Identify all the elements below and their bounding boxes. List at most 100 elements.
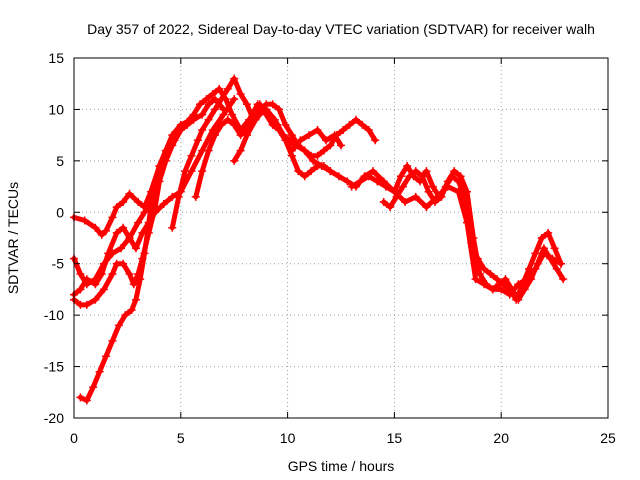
- data-point: [304, 131, 313, 140]
- data-point: [358, 120, 367, 129]
- data-point: [134, 218, 143, 227]
- data-point: [313, 151, 322, 160]
- data-point: [428, 182, 437, 191]
- data-point: [168, 131, 177, 140]
- data-point: [204, 115, 213, 124]
- data-point: [275, 105, 284, 114]
- data-series: [70, 74, 568, 405]
- data-point: [80, 216, 89, 225]
- data-point: [392, 192, 401, 201]
- data-point: [97, 230, 106, 239]
- y-axis-label: SDTVAR / TECUs: [5, 182, 21, 294]
- data-point: [196, 100, 205, 109]
- y-tick-label: -20: [44, 410, 64, 426]
- data-point: [456, 172, 465, 181]
- data-point: [108, 336, 117, 345]
- data-point: [364, 172, 373, 181]
- data-point: [210, 105, 219, 114]
- y-tick-label: 10: [48, 101, 64, 117]
- data-point: [339, 126, 348, 134]
- data-point: [300, 172, 309, 181]
- y-tick-label: 0: [56, 204, 64, 220]
- data-point: [424, 187, 433, 196]
- data-point: [463, 187, 472, 196]
- data-point: [546, 254, 555, 263]
- data-point: [469, 234, 478, 242]
- data-point: [501, 275, 510, 284]
- data-point: [401, 198, 410, 206]
- data-point: [386, 203, 395, 212]
- data-point: [76, 270, 85, 278]
- data-point: [381, 182, 390, 191]
- series-line: [349, 163, 564, 303]
- data-point: [183, 117, 192, 126]
- data-point: [559, 275, 568, 284]
- data-point: [121, 311, 130, 320]
- data-point: [161, 146, 170, 155]
- x-tick-label: 0: [70, 430, 78, 446]
- data-point: [443, 177, 452, 186]
- data-point: [149, 187, 158, 196]
- x-axis-label: GPS time / hours: [288, 458, 395, 474]
- data-point: [76, 393, 85, 402]
- data-point: [217, 120, 226, 129]
- data-point: [537, 234, 546, 242]
- data-point: [552, 264, 561, 273]
- data-point: [347, 182, 356, 191]
- data-point: [292, 141, 301, 150]
- data-point: [488, 285, 497, 294]
- data-point: [82, 300, 91, 309]
- data-point: [228, 110, 237, 119]
- x-tick-label: 25: [600, 430, 616, 446]
- data-point: [356, 177, 365, 186]
- data-point: [251, 115, 260, 124]
- data-point: [544, 228, 553, 237]
- data-point: [369, 167, 378, 176]
- data-point: [524, 264, 533, 273]
- y-tick-label: 5: [56, 153, 64, 169]
- data-point: [403, 162, 412, 170]
- y-tick-label: -10: [44, 307, 64, 323]
- data-point: [131, 295, 140, 304]
- data-point: [198, 126, 207, 134]
- data-point: [437, 192, 446, 201]
- data-point: [91, 280, 100, 289]
- data-point: [285, 136, 294, 145]
- data-point: [131, 244, 140, 253]
- series-track-10: [379, 167, 568, 304]
- chart-title: Day 357 of 2022, Sidereal Day-to-day VTE…: [87, 21, 595, 37]
- data-point: [193, 136, 202, 145]
- data-point: [287, 131, 296, 140]
- data-point: [255, 100, 264, 109]
- data-point: [230, 74, 239, 83]
- data-point: [411, 167, 420, 176]
- data-point: [236, 90, 245, 98]
- x-tick-label: 5: [177, 430, 185, 446]
- data-point: [430, 198, 439, 206]
- x-tick-label: 20: [493, 430, 509, 446]
- data-point: [309, 156, 318, 165]
- data-point: [219, 105, 228, 114]
- data-point: [319, 146, 328, 155]
- data-point: [204, 100, 213, 109]
- x-tick-label: 10: [280, 430, 296, 446]
- x-axis-ticks: 0 5 10 15 20 25: [70, 58, 616, 446]
- data-point: [533, 259, 542, 268]
- data-point: [108, 270, 117, 278]
- data-point: [189, 110, 198, 119]
- data-point: [422, 203, 431, 212]
- data-point: [482, 280, 491, 289]
- data-point: [168, 223, 177, 232]
- data-point: [89, 383, 98, 392]
- data-point: [322, 136, 331, 145]
- y-axis-ticks: 15 10 5 0 -5 -10 -15 -20: [44, 50, 608, 426]
- data-point: [230, 120, 239, 129]
- data-point: [531, 249, 540, 258]
- data-point: [76, 285, 85, 294]
- data-point: [174, 192, 183, 201]
- data-point: [450, 167, 459, 176]
- data-point: [471, 275, 480, 284]
- data-point: [287, 151, 296, 160]
- data-point: [176, 120, 185, 129]
